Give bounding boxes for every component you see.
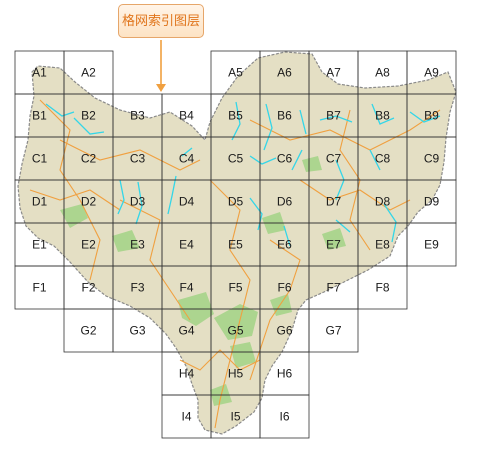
grid-cell-label: C2 (81, 152, 97, 166)
grid-cell-label: C5 (228, 152, 244, 166)
grid-cell-label: E5 (228, 238, 243, 252)
grid-cell-label: F4 (179, 281, 193, 295)
grid-cell-label: G5 (227, 324, 243, 338)
grid-cell-label: B3 (130, 109, 145, 123)
grid-index-layer: A1 A2 A5 A6 A7 A8 A9 B1 B2 B3 B4 B5 B6 B7 B8 B9 C1 C2 C3 C4… (14, 50, 457, 439)
grid-cell-label: F5 (228, 281, 242, 295)
grid-cell-label: B1 (32, 109, 47, 123)
grid-cell-g7[interactable] (308, 308, 359, 353)
grid-cell-label: I6 (279, 410, 289, 424)
grid-cell-label: C1 (32, 152, 48, 166)
land-area (17, 51, 457, 435)
grid-index-layer-callout: 格网索引图层 (118, 4, 204, 38)
grid-cell-label: G2 (80, 324, 96, 338)
grid-cell-label: B9 (424, 109, 439, 123)
grid-cell-label: G4 (178, 324, 194, 338)
grid-cell-label: E4 (179, 238, 194, 252)
grid-cell-f8[interactable] (357, 265, 408, 310)
grid-cell-label: G3 (129, 324, 145, 338)
grid-cell-label: C6 (277, 152, 293, 166)
grid-cell-label: A6 (277, 66, 292, 80)
grid-cell-label: H5 (228, 367, 244, 381)
grid-cell-label: I5 (230, 410, 240, 424)
grid-cell-label: A2 (81, 66, 96, 80)
grid-cell-i6[interactable] (259, 394, 310, 439)
grid-cell-label: E2 (81, 238, 96, 252)
grid-cell-e9[interactable] (406, 222, 457, 267)
grid-cell-label: D8 (375, 195, 391, 209)
grid-cell-label: E9 (424, 238, 439, 252)
grid-cell-label: H6 (277, 367, 293, 381)
grid-cell-label: F8 (375, 281, 389, 295)
grid-cell-label: C7 (326, 152, 342, 166)
grid-cell-label: D6 (277, 195, 293, 209)
grid-cell-label: E3 (130, 238, 145, 252)
grid-cell-label: A1 (32, 66, 47, 80)
grid-cell-label: G7 (325, 324, 341, 338)
grid-cell-label: C4 (179, 152, 195, 166)
grid-cell-label: E8 (375, 238, 390, 252)
grid-cell-label: D2 (81, 195, 97, 209)
grid-cell-label: B5 (228, 109, 243, 123)
grid-cell-label: A7 (326, 66, 341, 80)
grid-cell-label: D3 (130, 195, 146, 209)
grid-cell-label: C3 (130, 152, 146, 166)
grid-cell-label: B2 (81, 109, 96, 123)
grid-cell-label: B6 (277, 109, 292, 123)
river-layer (45, 101, 441, 247)
grid-cell-label: C9 (424, 152, 440, 166)
grid-cell-label: D1 (32, 195, 48, 209)
grid-cell-label: I4 (181, 410, 191, 424)
callout-arrow (156, 40, 166, 92)
grid-cell-label: A9 (424, 66, 439, 80)
grid-cell-label: F7 (326, 281, 340, 295)
grid-cell-label: A8 (375, 66, 390, 80)
grid-cell-label: B4 (179, 109, 194, 123)
grid-cell-label: E1 (32, 238, 47, 252)
vegetation-layer (60, 156, 346, 406)
grid-cell-label: F1 (32, 281, 46, 295)
grid-cell-label: F3 (130, 281, 144, 295)
grid-cell-label: H4 (179, 367, 195, 381)
grid-cell-label: D4 (179, 195, 195, 209)
grid-cell-label: A5 (228, 66, 243, 80)
grid-cell-label: E6 (277, 238, 292, 252)
grid-cell-label: D9 (424, 195, 440, 209)
grid-cell-label: D7 (326, 195, 342, 209)
grid-cell-label: C8 (375, 152, 391, 166)
grid-cell-label: B8 (375, 109, 390, 123)
grid-cell-label: F2 (81, 281, 95, 295)
grid-cell-label: F6 (277, 281, 291, 295)
grid-cell-label: D5 (228, 195, 244, 209)
grid-cell-label: E7 (326, 238, 341, 252)
road-layer (29, 99, 441, 429)
grid-cell-label: G6 (276, 324, 292, 338)
grid-cell-label: B7 (326, 109, 341, 123)
